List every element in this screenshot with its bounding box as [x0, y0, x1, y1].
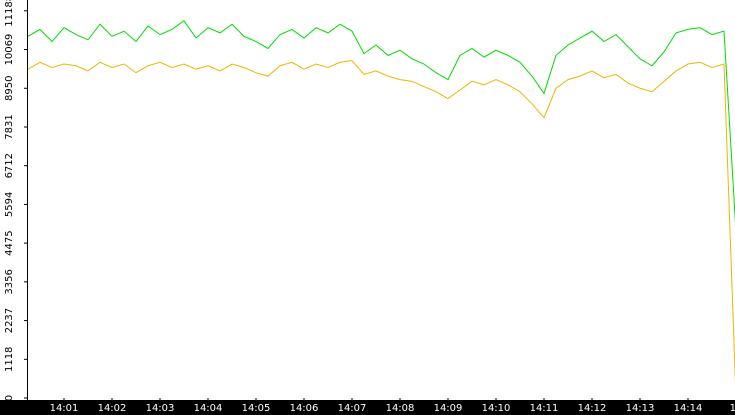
y-tick-label: 11188	[4, 0, 15, 27]
x-axis-band	[0, 400, 735, 415]
y-tick-label: 0	[4, 395, 15, 401]
x-tick-label: 14:01	[50, 403, 79, 414]
x-tick-label: 14:14	[674, 403, 703, 414]
y-tick-label: 1118	[4, 347, 15, 372]
x-tick-label: 14:06	[290, 403, 319, 414]
y-tick-label: 2237	[4, 308, 15, 333]
x-tick-label: 14:10	[482, 403, 511, 414]
series-line	[27, 20, 735, 224]
x-tick-label: 14:08	[386, 403, 415, 414]
y-tick-label: 3356	[4, 269, 15, 294]
x-tick-label: 14:07	[338, 403, 367, 414]
x-tick-label: 14	[730, 403, 735, 414]
x-tick-label: 14:03	[146, 403, 175, 414]
x-tick-label: 14:12	[578, 403, 607, 414]
x-tick-label: 14:05	[242, 403, 271, 414]
x-tick-label: 14:09	[434, 403, 463, 414]
x-tick-label: 14:13	[626, 403, 655, 414]
y-tick-label: 6712	[4, 153, 15, 178]
x-tick-label: 14:02	[98, 403, 127, 414]
y-tick-label: 4475	[4, 230, 15, 255]
y-tick-label: 10069	[4, 34, 15, 66]
series-line	[27, 60, 735, 385]
y-tick-label: 5594	[4, 192, 15, 217]
x-tick-label: 14:11	[530, 403, 559, 414]
x-tick-label: 14:04	[194, 403, 223, 414]
y-tick-label: 7831	[4, 114, 15, 139]
y-tick-label: 8950	[4, 76, 15, 101]
